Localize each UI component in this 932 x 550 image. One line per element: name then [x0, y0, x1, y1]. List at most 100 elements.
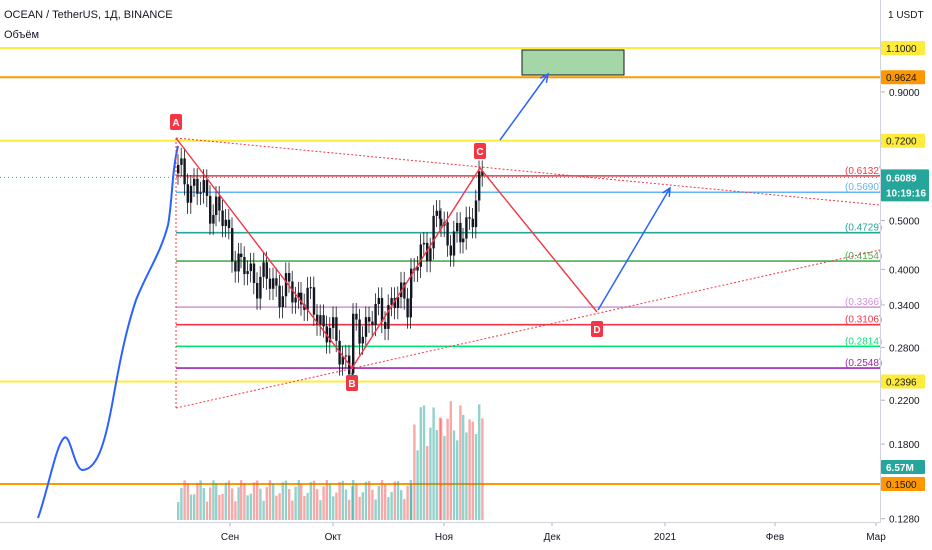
volume-bar	[309, 482, 312, 520]
volume-bar	[440, 418, 443, 520]
volume-bar	[446, 418, 449, 520]
price-badge[interactable]	[881, 70, 925, 85]
candles	[177, 147, 484, 386]
candle-body	[294, 297, 297, 303]
pattern-point-marker[interactable]	[346, 375, 358, 391]
price-badge[interactable]	[881, 477, 925, 491]
last-price-label[interactable]: 0.6089	[886, 173, 917, 184]
price-tick-label[interactable]: 0.5000	[889, 217, 920, 228]
volume-badge[interactable]	[881, 460, 925, 474]
volume-bar	[422, 405, 426, 520]
upper-trendline[interactable]	[175, 137, 881, 206]
price-tick-label[interactable]: 0.4000	[889, 265, 920, 276]
time-label[interactable]: Фев	[766, 532, 784, 543]
candle-body	[446, 222, 449, 246]
pattern-point-marker[interactable]	[474, 143, 486, 159]
lower-trendline[interactable]	[175, 249, 881, 409]
candle-body	[209, 195, 212, 224]
candle-body	[358, 319, 361, 344]
horizontal-levels: (0.6132) (0.5690) (0.4729) (0.4154) (0.3366)…	[0, 47, 882, 485]
pattern-point-marker[interactable]	[591, 321, 603, 337]
countdown-label[interactable]: 10:19:16	[886, 188, 926, 199]
volume-bar	[281, 482, 284, 520]
price-tick-label[interactable]: 0.2800	[889, 343, 920, 354]
time-label[interactable]: Мар	[866, 532, 886, 543]
volume-bar	[177, 502, 180, 520]
volume-bar	[246, 495, 249, 520]
volume-bar	[384, 484, 387, 520]
candle-body	[300, 292, 303, 305]
volume-bar	[364, 481, 368, 520]
drawings[interactable]: A B C D	[37, 49, 881, 519]
candle-body	[390, 297, 393, 305]
volume-bar	[272, 483, 275, 520]
price-tick-label[interactable]: 0.3400	[889, 301, 920, 312]
time-label[interactable]: Дек	[544, 532, 561, 543]
time-label[interactable]: Сен	[221, 532, 239, 543]
candle-body	[471, 218, 474, 228]
level-label: (0.4729)	[845, 223, 882, 234]
price-badge[interactable]	[881, 374, 925, 389]
volume-bar	[322, 486, 325, 520]
price-badge[interactable]	[881, 41, 925, 55]
time-label[interactable]: Ноя	[435, 532, 453, 543]
time-label[interactable]: 2021	[654, 532, 677, 543]
candle-body	[224, 219, 227, 227]
candle-body	[212, 215, 215, 224]
candle-body	[332, 317, 335, 328]
volume-bar	[432, 407, 435, 520]
volume-bar	[465, 432, 468, 520]
candle-body	[438, 210, 442, 219]
candle-body	[422, 242, 426, 245]
price-history-curve	[37, 145, 179, 519]
price-tick-label[interactable]: 0.1800	[889, 440, 920, 451]
price-badge[interactable]	[881, 133, 925, 148]
volume-bar	[406, 485, 409, 520]
volume-bars	[177, 401, 484, 520]
price-tick-label[interactable]: 0.2200	[889, 396, 920, 407]
candle-body	[478, 171, 481, 201]
volume-bar	[256, 480, 259, 520]
candle-body	[231, 228, 234, 262]
last-price-badge[interactable]	[881, 169, 929, 202]
volume-bar	[374, 499, 377, 520]
abcd-pattern-line[interactable]	[175, 137, 598, 370]
projection-arrow-lower-head	[662, 186, 671, 198]
volume-bar	[193, 494, 196, 520]
candle-body	[189, 185, 193, 203]
price-tick-label[interactable]: 0.9000	[889, 88, 920, 99]
volume-bar	[218, 494, 221, 520]
price-badge-label[interactable]: 0.7200	[886, 137, 917, 148]
price-badge-label[interactable]: 0.2396	[886, 378, 917, 389]
time-axis[interactable]: Сен Окт Ноя Дек 2021 Фев Мар	[221, 522, 886, 543]
pattern-point-label: A	[172, 118, 179, 129]
price-badge-label[interactable]: 0.1500	[886, 480, 917, 491]
volume-bar	[471, 421, 474, 520]
volume-bar	[199, 480, 202, 520]
volume-bar	[368, 480, 371, 520]
volume-bar	[196, 482, 199, 520]
volume-indicator-label[interactable]: Объём	[4, 29, 40, 41]
pattern-point-marker[interactable]	[170, 114, 182, 130]
level-label: (0.3106)	[845, 315, 882, 326]
candle-body	[368, 317, 371, 322]
candle-body	[193, 178, 196, 186]
price-tick-label[interactable]: 0.1280	[889, 515, 920, 526]
projection-arrow-upper[interactable]	[499, 73, 549, 141]
price-badge-label[interactable]: 1.1000	[886, 44, 917, 55]
volume-bar	[252, 482, 256, 520]
candle-body	[227, 219, 231, 229]
volume-bar	[361, 492, 364, 520]
symbol-title[interactable]: OCEAN / TetherUS, 1Д, BINANCE	[4, 9, 173, 21]
volume-bar	[189, 494, 193, 520]
volume-badge-label[interactable]: 6.57M	[886, 463, 914, 474]
price-axis[interactable]: 1 USDT 0.9000 0.5000 0.4000 0.3400 0.2800 0.22…	[881, 10, 929, 526]
time-label[interactable]: Окт	[325, 532, 342, 543]
volume-bar	[413, 424, 416, 520]
projection-arrow-lower[interactable]	[597, 187, 671, 311]
target-zone-box[interactable]	[521, 49, 625, 76]
price-badge-label[interactable]: 0.9624	[886, 73, 917, 84]
level-label: (0.2548)	[845, 358, 882, 369]
candle-body	[406, 298, 409, 318]
